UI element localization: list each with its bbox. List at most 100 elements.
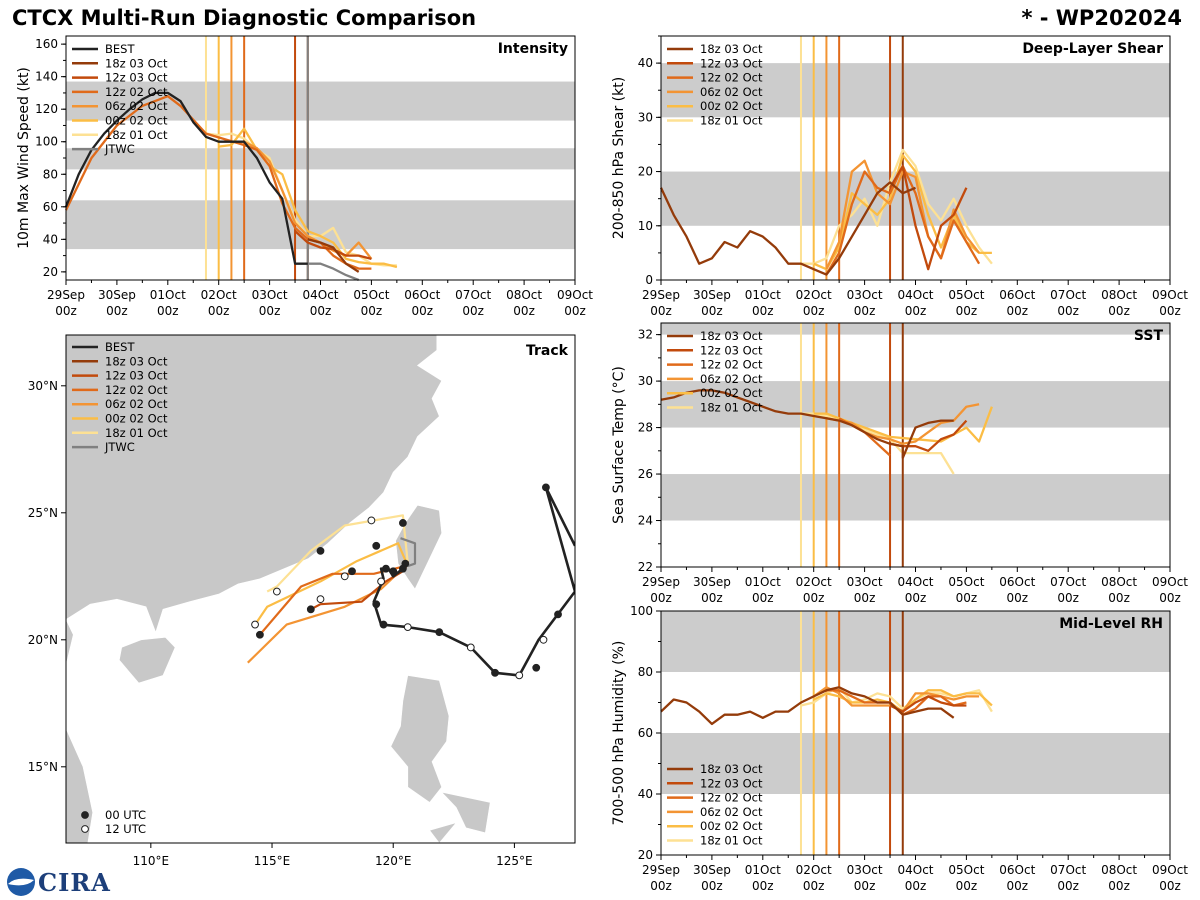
- shear-xtick-label: 00z: [956, 304, 978, 318]
- intensity-xtick-label: 00z: [310, 304, 332, 318]
- intensity-xtick-label: 04Oct: [302, 288, 338, 302]
- track-marker-legend-label: 12 UTC: [105, 822, 146, 836]
- sst-legend-label: 06z 02 Oct: [700, 372, 763, 386]
- intensity-panel: 20 40 60 80 100 120 140 160 29Sep 00z 30Sep 00z 01Oc…: [16, 35, 593, 318]
- sst-xtick-label: 00z: [956, 591, 978, 605]
- sst-xtick-label: 29Sep: [642, 575, 680, 589]
- shear-xtick-label: 07Oct: [1050, 288, 1086, 302]
- sst-ytick-label: 32: [638, 328, 653, 342]
- shear-xtick-label: 00z: [854, 304, 876, 318]
- rh-legend-label: 18z 03 Oct: [700, 762, 763, 776]
- rh-xtick-label: 05Oct: [948, 863, 984, 877]
- intensity-series-line: [231, 140, 373, 260]
- sst-xtick-label: 00z: [1108, 591, 1130, 605]
- rh-xtick-label: 29Sep: [642, 863, 680, 877]
- rh-xtick-label: 08Oct: [1101, 863, 1137, 877]
- intensity-xtick-label: 00z: [55, 304, 77, 318]
- shear-xtick-label: 00z: [1057, 304, 1079, 318]
- rh-xtick-label: 00z: [1057, 879, 1079, 893]
- track-xtick-label: 115°E: [254, 854, 291, 868]
- sst-xtick-label: 00z: [1057, 591, 1079, 605]
- shear-title: Deep-Layer Shear: [1022, 41, 1163, 57]
- sst-legend-label: 00z 02 Oct: [700, 386, 763, 400]
- track-ytick-label: 30°N: [28, 379, 58, 393]
- intensity-legend-label: JTWC: [104, 142, 135, 156]
- intensity-legend-label: BEST: [105, 42, 135, 56]
- track-point-00utc: [542, 483, 550, 492]
- hainan-island: [118, 636, 176, 684]
- rh-series-line: [660, 686, 955, 726]
- shear-xtick-label: 00z: [803, 304, 825, 318]
- intensity-xtick-label: 00z: [157, 304, 179, 318]
- sst-xtick-label: 00z: [803, 591, 825, 605]
- sst-xtick-label: 05Oct: [948, 575, 984, 589]
- intensity-ytick-label: 40: [43, 232, 58, 246]
- noaa-wave-icon: [8, 878, 34, 886]
- track-point-00utc: [348, 567, 356, 576]
- rh-band: [661, 733, 1170, 794]
- intensity-ytick-label: 20: [43, 265, 58, 279]
- shear-legend-label: 18z 03 Oct: [700, 42, 763, 56]
- intensity-xtick-label: 01Oct: [150, 288, 186, 302]
- intensity-xtick-label: 08Oct: [506, 288, 542, 302]
- track-line: [247, 565, 407, 664]
- shear-xtick-label: 06Oct: [999, 288, 1035, 302]
- track-ytick-label: 25°N: [28, 506, 58, 520]
- intensity-series-line: [307, 262, 360, 282]
- track-legend-label: 06z 02 Oct: [105, 397, 168, 411]
- shear-xtick-label: 00z: [1108, 304, 1130, 318]
- track-frame: [65, 334, 576, 844]
- track-ytick-label: 20°N: [28, 633, 58, 647]
- rh-xtick-label: 09Oct: [1152, 863, 1188, 877]
- legend-12utc-marker: [81, 825, 89, 833]
- shear-xtick-label: 03Oct: [847, 288, 883, 302]
- sst-legend-label: 18z 01 Oct: [700, 401, 763, 415]
- intensity-series-line: [218, 127, 398, 269]
- track-point-12utc: [466, 643, 475, 652]
- track-point-12utc: [367, 516, 376, 525]
- rh-xtick-label: 01Oct: [745, 863, 781, 877]
- shear-legend-label: 00z 02 Oct: [700, 99, 763, 113]
- rh-legend-label: 12z 03 Oct: [700, 776, 763, 790]
- track-line: [400, 537, 417, 568]
- track-ytick-label: 15°N: [28, 760, 58, 774]
- intensity-xtick-label: 00z: [361, 304, 383, 318]
- intensity-series-line: [64, 95, 372, 270]
- rh-xtick-label: 00z: [956, 879, 978, 893]
- intensity-band: [66, 148, 575, 170]
- track-point-00utc: [372, 541, 381, 550]
- page-title: CTCX Multi-Run Diagnostic Comparison: [12, 6, 477, 30]
- sst-xtick-label: 04Oct: [897, 575, 933, 589]
- intensity-legend-label: 00z 02 Oct: [105, 114, 168, 128]
- rh-legend-label: 00z 02 Oct: [700, 819, 763, 833]
- rh-xtick-label: 30Sep: [693, 863, 731, 877]
- track-point-00utc: [379, 620, 388, 629]
- storm-id: * - WP202024: [1021, 6, 1182, 30]
- track-point-00utc: [256, 630, 264, 639]
- intensity-xtick-label: 02Oct: [201, 288, 237, 302]
- shear-xtick-label: 00z: [650, 304, 672, 318]
- sst-xtick-label: 01Oct: [745, 575, 781, 589]
- rh-xtick-label: 00z: [803, 879, 825, 893]
- sst-band: [661, 474, 1170, 521]
- rh-xtick-label: 06Oct: [999, 863, 1035, 877]
- intensity-xtick-label: 00z: [259, 304, 281, 318]
- intensity-legend-label: 12z 03 Oct: [105, 71, 168, 85]
- sst-ytick-label: 26: [638, 467, 653, 481]
- sst-xtick-label: 00z: [1007, 591, 1029, 605]
- intensity-xtick-label: 29Sep: [47, 288, 85, 302]
- intensity-legend-label: 12z 02 Oct: [105, 85, 168, 99]
- china-land: [66, 335, 443, 634]
- rh-xtick-label: 04Oct: [897, 863, 933, 877]
- sst-xtick-label: 00z: [752, 591, 774, 605]
- intensity-title: Intensity: [498, 41, 568, 57]
- shear-ytick-label: 0: [645, 273, 653, 287]
- shear-xtick-label: 05Oct: [948, 288, 984, 302]
- sst-xtick-label: 09Oct: [1152, 575, 1188, 589]
- intensity-legend-label: 06z 02 Oct: [105, 99, 168, 113]
- rh-legend-label: 18z 01 Oct: [700, 834, 763, 848]
- rh-xtick-label: 07Oct: [1050, 863, 1086, 877]
- sst-ytick-label: 24: [638, 514, 653, 528]
- track-legend-label: BEST: [105, 340, 135, 354]
